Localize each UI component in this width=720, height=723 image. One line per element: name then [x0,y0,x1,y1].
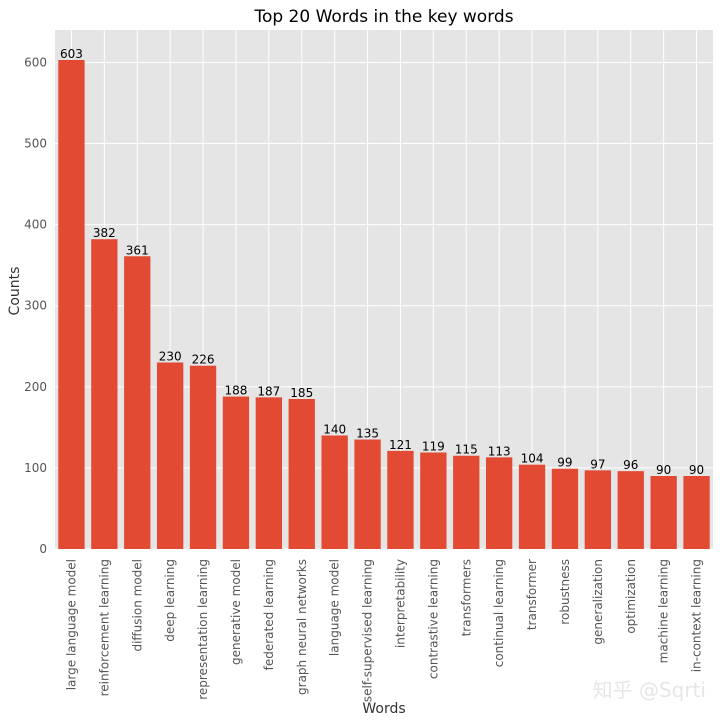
bar [453,455,480,549]
y-tick-label: 100 [24,461,47,475]
x-tick-label: robustness [558,559,572,625]
y-tick-labels: 0 100 200 300 400 500 600 [24,55,47,556]
x-tick-label: language model [328,559,342,656]
x-tick-label: generalization [591,559,605,645]
x-tick-label: graph neural networks [295,559,309,695]
data-label: 115 [455,443,478,457]
x-tick-label: transformer [525,559,539,630]
bar [354,439,381,549]
bar [321,435,348,549]
bar [617,471,644,549]
data-label: 96 [623,458,638,472]
data-labels: 603 382 361 230 226 188 187 185 140 135 121 119 115 1… [60,47,704,477]
bar [683,476,710,549]
x-axis-label: Words [362,701,405,717]
data-label: 188 [224,384,247,398]
x-tick-label: in-context learning [690,559,704,672]
y-tick-label: 200 [24,380,47,394]
bar [189,365,217,549]
x-tick-label: diffusion model [130,559,144,652]
data-label: 121 [389,438,412,452]
bars [58,60,710,550]
x-tick-label: federated learning [262,559,276,670]
y-tick-label: 400 [24,218,47,232]
x-tick-label: representation learning [196,559,210,700]
y-tick-label: 500 [24,137,47,151]
bar [124,256,151,549]
y-tick-label: 0 [39,542,47,556]
x-tick-labels: large language model reinforcement learni… [64,559,703,702]
data-label: 185 [290,386,313,400]
x-tick-label: reinforcement learning [97,559,111,696]
data-label: 97 [590,457,605,471]
bar [584,470,612,549]
x-tick-label: optimization [624,559,638,634]
bar [156,362,184,549]
data-label: 187 [257,384,280,398]
x-tick-label: transformers [459,559,473,636]
bar [420,452,447,549]
x-tick-label: deep learning [163,559,177,642]
data-label: 90 [689,463,704,477]
plot-background [55,30,713,549]
x-tick-label: contrastive learning [426,559,440,679]
x-tick-label: generative model [229,559,243,665]
data-label: 361 [126,243,149,257]
data-label: 99 [557,456,572,470]
data-label: 90 [656,463,671,477]
data-label: 230 [159,349,182,363]
y-tick-label: 600 [24,55,47,69]
bar [518,464,546,549]
x-tick-label: self-supervised learning [361,559,375,702]
bar [222,396,250,549]
bar [255,397,283,549]
watermark: 知乎 @Sqrti [593,678,706,702]
bar [288,398,315,549]
bar [485,457,513,549]
bar [650,476,677,549]
data-label: 119 [422,439,445,453]
x-tick-label: large language model [64,559,78,690]
bar [91,239,118,550]
x-tick-label: machine learning [657,559,671,663]
data-label: 140 [323,422,346,436]
bar [387,450,414,549]
y-tick-label: 300 [24,299,47,313]
x-tick-label: continual learning [492,559,506,667]
y-axis-label: Counts [7,267,23,316]
data-label: 104 [521,452,544,466]
data-label: 113 [488,444,511,458]
data-label: 603 [60,47,83,61]
chart-title: Top 20 Words in the key words [253,7,513,27]
x-tick-label: interpretability [393,559,407,648]
data-label: 135 [356,427,379,441]
data-label: 226 [192,353,215,367]
data-label: 382 [93,226,116,240]
bar [58,60,85,549]
bar [551,468,579,549]
